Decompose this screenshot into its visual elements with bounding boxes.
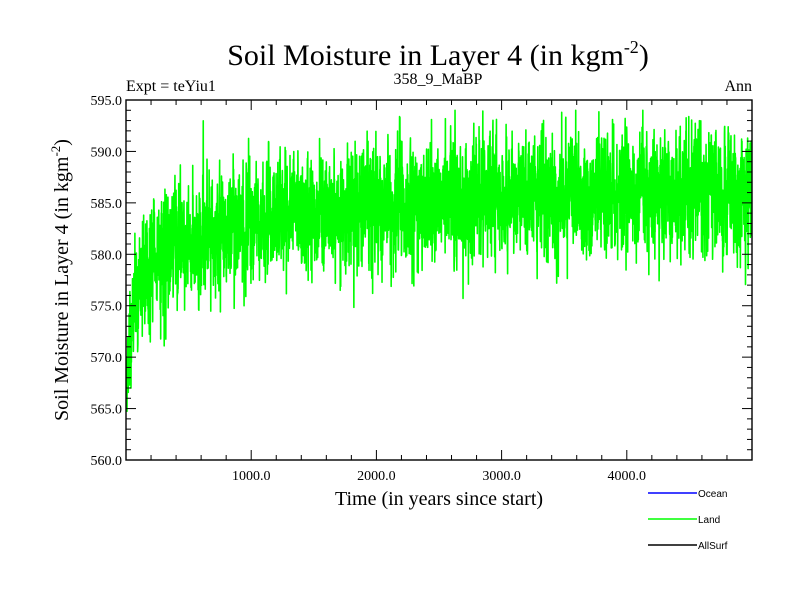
land-series-line (126, 109, 752, 412)
y-axis: 560.0 565.0 570.0 575.0 580.0 585.0 590.0 595.0 (91, 94, 752, 469)
x-tick-label: 1000.0 (232, 469, 271, 484)
x-tick-label: 2000.0 (357, 469, 396, 484)
x-tick-label: 4000.0 (608, 469, 647, 484)
y-tick-label: 590.0 (91, 145, 123, 160)
x-axis-label: Time (in years since start) (335, 488, 543, 510)
legend-label-allsurf: AllSurf (698, 541, 728, 552)
y-tick-label: 575.0 (91, 300, 123, 315)
subtitle-season: Ann (724, 78, 752, 95)
plot-frame (125, 99, 753, 461)
chart-title: Soil Moisture in Layer 4 (in kgm-2) (227, 37, 649, 72)
y-tick-label: 580.0 (91, 248, 123, 263)
subtitle-period: 358_9_MaBP (394, 71, 483, 88)
x-axis: 1000.0 2000.0 3000.0 4000.0 (150, 100, 728, 484)
y-tick-label: 565.0 (91, 403, 123, 418)
chart-title-superscript: -2 (624, 37, 639, 57)
x-tick-label: 3000.0 (482, 469, 521, 484)
y-tick-label: 560.0 (91, 454, 123, 469)
legend-label-ocean: Ocean (698, 489, 727, 500)
y-tick-label: 585.0 (91, 197, 123, 212)
subtitle-experiment: Expt = teYiu1 (126, 78, 216, 95)
legend: Ocean Land AllSurf (648, 489, 728, 552)
y-axis-label-superscript: -2 (48, 146, 63, 157)
legend-label-land: Land (698, 515, 720, 526)
y-axis-label: Soil Moisture in Layer 4 (in kgm-2) (48, 139, 73, 421)
y-tick-label: 595.0 (91, 94, 123, 109)
y-tick-label: 570.0 (91, 351, 123, 366)
